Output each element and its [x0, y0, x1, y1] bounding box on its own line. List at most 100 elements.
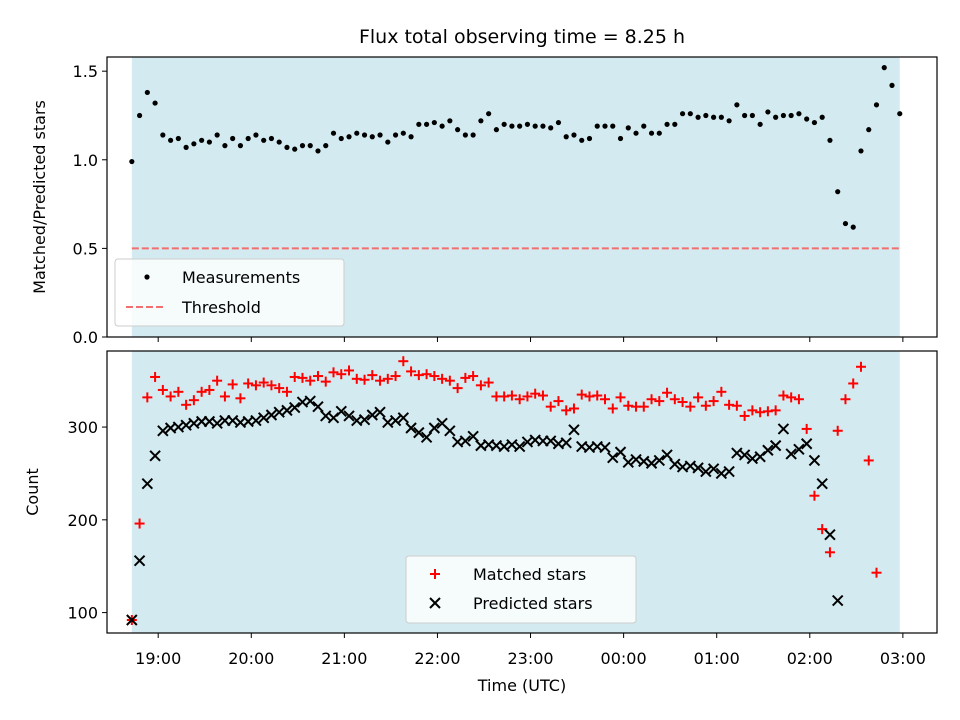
- matched-star-point: [537, 390, 548, 401]
- measurement-point: [889, 82, 895, 88]
- y-tick-label: 200: [67, 511, 98, 530]
- matched-star-point: [390, 371, 401, 382]
- matched-star-point: [235, 393, 246, 404]
- measurement-point: [540, 123, 546, 129]
- measurement-point: [509, 123, 515, 129]
- top-axes-frame: [106, 56, 938, 338]
- measurement-point: [765, 109, 771, 115]
- measurement-point: [323, 143, 329, 149]
- predicted-star-point: [560, 437, 572, 449]
- measurement-point: [672, 121, 678, 127]
- measurement-point: [292, 146, 298, 152]
- measurement-point: [501, 121, 507, 127]
- matched-star-point: [568, 403, 579, 414]
- measurement-point: [749, 112, 755, 119]
- measurement-point: [679, 111, 686, 117]
- measurement-point: [245, 135, 251, 142]
- measurement-point: [641, 123, 647, 129]
- measurement-point: [183, 144, 189, 150]
- matched-star-point: [344, 365, 355, 376]
- matched-star-point: [165, 391, 176, 402]
- matched-star-point: [693, 392, 704, 403]
- measurement-point: [493, 127, 500, 133]
- predicted-star-point: [157, 425, 169, 437]
- matched-star-point: [406, 366, 417, 377]
- matched-star-point: [312, 371, 323, 382]
- predicted-star-point: [513, 440, 526, 453]
- predicted-star-point: [777, 423, 790, 435]
- matched-star-point: [708, 396, 719, 407]
- top-y-axis-label: Matched/Predicted stars: [30, 100, 49, 294]
- x-tick-label: 23:00: [507, 649, 553, 668]
- predicted-star-point: [358, 413, 371, 426]
- x-tick-label: 19:00: [135, 649, 181, 668]
- matched-star-point: [204, 384, 215, 395]
- matched-star-point: [142, 392, 153, 403]
- measurement-point: [726, 118, 732, 124]
- matched-star-point: [157, 384, 168, 395]
- bottom-panel: 100 200 300 19:00 20:00 21:00 22:00 23:00 00:00…: [23, 350, 938, 695]
- measurement-point: [129, 158, 135, 165]
- measurement-point: [338, 135, 344, 142]
- predicted-star-point: [312, 400, 324, 413]
- bottom-axes-frame: [106, 350, 938, 634]
- measurement-point: [346, 134, 352, 140]
- matched-star-point: [615, 392, 626, 403]
- matched-star-point: [266, 380, 277, 391]
- predicted-star-point: [265, 409, 278, 421]
- legend-measurements-marker: [144, 274, 150, 280]
- matched-star-point: [638, 401, 649, 412]
- matched-star-point: [250, 380, 261, 391]
- chart-title: Flux total observing time = 8.25 h: [359, 26, 685, 48]
- predicted-star-point: [614, 446, 627, 458]
- x-tick-label: 20:00: [228, 649, 274, 668]
- bottom-y-axis-label: Count: [23, 468, 42, 516]
- measurement-point: [664, 121, 670, 127]
- predicted-star-point: [645, 457, 658, 469]
- predicted-star-point: [653, 454, 666, 467]
- legend-predicted-label: Predicted stars: [473, 594, 593, 613]
- measurement-point: [470, 132, 476, 138]
- matched-star-point: [468, 371, 479, 382]
- predicted-star-point: [769, 439, 782, 452]
- measurement-point: [222, 143, 228, 149]
- measurement-point: [648, 130, 655, 136]
- measurement-point: [400, 130, 406, 136]
- measurement-point: [307, 143, 313, 149]
- matched-star-point: [592, 390, 603, 401]
- predicted-star-point: [785, 448, 797, 460]
- matched-star-point: [576, 389, 587, 400]
- matched-star-point: [475, 380, 486, 391]
- bottom-y-axis: 100 200 300: [67, 418, 107, 623]
- matched-star-point: [731, 400, 742, 411]
- matched-star-point: [398, 356, 409, 367]
- predicted-star-point: [304, 395, 316, 407]
- predicted-star-point: [661, 449, 673, 461]
- matched-star-point: [219, 391, 230, 402]
- matched-star-point: [553, 396, 564, 407]
- predicted-star-point: [374, 406, 386, 418]
- predicted-star-point: [692, 462, 704, 474]
- predicted-star-point: [738, 449, 751, 461]
- matched-star-point: [669, 394, 680, 405]
- measurement-point: [261, 137, 267, 143]
- predicted-star-point: [126, 614, 138, 626]
- predicted-star-point: [832, 594, 844, 607]
- matched-star-point: [739, 410, 750, 421]
- measurement-point: [199, 137, 205, 143]
- predicted-star-point: [700, 465, 712, 478]
- measurement-point: [842, 220, 849, 227]
- legend-threshold-label: Threshold: [181, 298, 261, 317]
- measurement-point: [873, 102, 880, 108]
- measurement-point: [284, 144, 290, 150]
- matched-star-point: [305, 375, 316, 386]
- measurement-point: [462, 132, 468, 138]
- measurement-point: [408, 134, 414, 140]
- measurement-point: [447, 118, 453, 124]
- measurement-point: [416, 121, 422, 127]
- matched-star-point: [685, 401, 696, 412]
- predicted-star-point: [405, 422, 417, 434]
- measurement-point: [571, 132, 577, 138]
- predicted-star-point: [389, 414, 402, 427]
- matched-star-point: [848, 378, 859, 389]
